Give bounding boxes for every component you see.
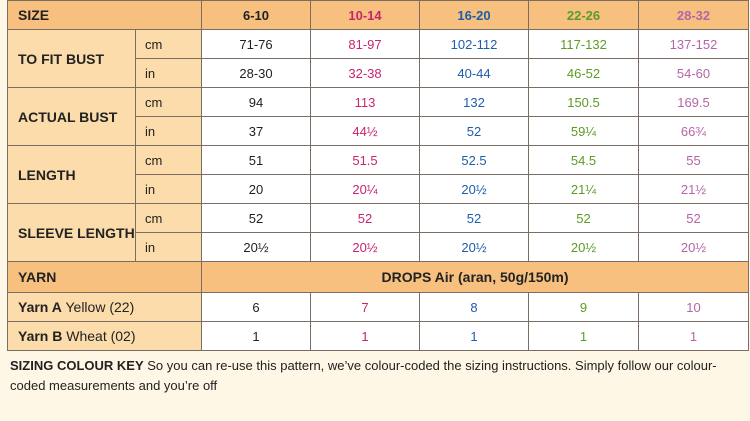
table-cell: 9 [528,292,639,322]
unit-in: in [135,232,202,262]
yarn-a-label: Yarn A Yellow (22) [7,292,202,322]
table-cell: 37 [201,116,311,146]
table-row: in 37 44½ 52 59¼ 66¾ [8,116,749,146]
table-row: ACTUAL BUST cm 94 113 132 150.5 169.5 [7,87,749,146]
size-header-label: SIZE [7,0,202,30]
size-header-1: 6-10 [201,0,311,30]
table-cell: 32-38 [310,58,420,88]
table-cell: 20½ [419,174,529,204]
row-label-sleeve-length: SLEEVE LENGTH [7,203,136,262]
table-cell: 1 [528,321,639,351]
table-cell: 1 [201,321,311,351]
table-row: in 28-30 32-38 40-44 46-52 54-60 [8,58,749,88]
table-row: in 20 20¼ 20½ 21¼ 21½ [8,174,749,204]
table-cell: 20½ [201,232,311,262]
table-cell: 54.5 [528,145,639,175]
table-cell: 1 [638,321,749,351]
table-cell: 71-76 [201,29,311,59]
unit-cm: cm [135,87,202,117]
unit-in: in [135,58,202,88]
table-cell: 28-30 [201,58,311,88]
table-cell: 52 [528,203,639,233]
table-cell: 81-97 [310,29,420,59]
table-cell: 137-152 [638,29,749,59]
table-cell: 66¾ [638,116,749,146]
table-cell: 52 [638,203,749,233]
table-cell: 94 [201,87,311,117]
table-row: LENGTH cm 51 51.5 52.5 54.5 55 [7,145,749,204]
table-cell: 52 [419,203,529,233]
table-cell: 10 [638,292,749,322]
unit-in: in [135,116,202,146]
table-cell: 21½ [638,174,749,204]
yarn-b-name: Yarn B [18,328,63,344]
table-cell: 1 [310,321,420,351]
yarn-header-row: YARN DROPS Air (aran, 50g/150m) [7,261,749,293]
table-cell: 20½ [528,232,639,262]
table-cell: 20¼ [310,174,420,204]
table-cell: 117-132 [528,29,639,59]
yarn-b-colour: Wheat (02) [66,328,136,344]
table-cell: 52 [310,203,420,233]
size-header-3: 16-20 [419,0,529,30]
table-cell: 169.5 [638,87,749,117]
table-cell: 54-60 [638,58,749,88]
row-label-length: LENGTH [7,145,136,204]
table-cell: 59¼ [528,116,639,146]
table-row: Yarn B Wheat (02) 1 1 1 1 1 [7,321,749,351]
sizing-colour-key: SIZING COLOUR KEY So you can re-use this… [10,356,740,396]
table-cell: 51.5 [310,145,420,175]
table-cell: 113 [310,87,420,117]
table-cell: 52 [201,203,311,233]
yarn-description: DROPS Air (aran, 50g/150m) [201,261,749,293]
table-row: TO FIT BUST cm 71-76 81-97 102-112 117-1… [7,29,749,88]
table-row: SLEEVE LENGTH cm 52 52 52 52 52 [7,203,749,262]
table-cell: 102-112 [419,29,529,59]
table-cell: 20½ [419,232,529,262]
table-cell: 52.5 [419,145,529,175]
yarn-a-colour: Yellow (22) [65,299,135,315]
table-cell: 46-52 [528,58,639,88]
size-table: SIZE 6-10 10-14 16-20 22-26 28-32 TO FIT… [7,0,749,351]
header-row: SIZE 6-10 10-14 16-20 22-26 28-32 [7,0,749,30]
table-cell: 52 [419,116,529,146]
yarn-label: YARN [7,261,202,293]
table-cell: 44½ [310,116,420,146]
size-header-2: 10-14 [310,0,420,30]
table-cell: 132 [419,87,529,117]
table-cell: 150.5 [528,87,639,117]
table-cell: 1 [419,321,529,351]
table-cell: 21¼ [528,174,639,204]
unit-cm: cm [135,29,202,59]
table-cell: 40-44 [419,58,529,88]
table-cell: 8 [419,292,529,322]
row-label-actual-bust: ACTUAL BUST [7,87,136,146]
row-label-to-fit-bust: TO FIT BUST [7,29,136,88]
yarn-a-name: Yarn A [18,299,62,315]
table-cell: 7 [310,292,420,322]
key-text: So you can re-use this pattern, we’ve co… [10,358,717,393]
table-row: Yarn A Yellow (22) 6 7 8 9 10 [7,292,749,322]
unit-cm: cm [135,145,202,175]
table-row: in 20½ 20½ 20½ 20½ 20½ [8,232,749,262]
table-cell: 51 [201,145,311,175]
table-cell: 20½ [638,232,749,262]
table-cell: 55 [638,145,749,175]
size-header-5: 28-32 [638,0,749,30]
table-cell: 20½ [310,232,420,262]
unit-in: in [135,174,202,204]
unit-cm: cm [135,203,202,233]
table-cell: 6 [201,292,311,322]
size-header-4: 22-26 [528,0,639,30]
yarn-b-label: Yarn B Wheat (02) [7,321,202,351]
table-cell: 20 [201,174,311,204]
key-title: SIZING COLOUR KEY [10,358,144,373]
